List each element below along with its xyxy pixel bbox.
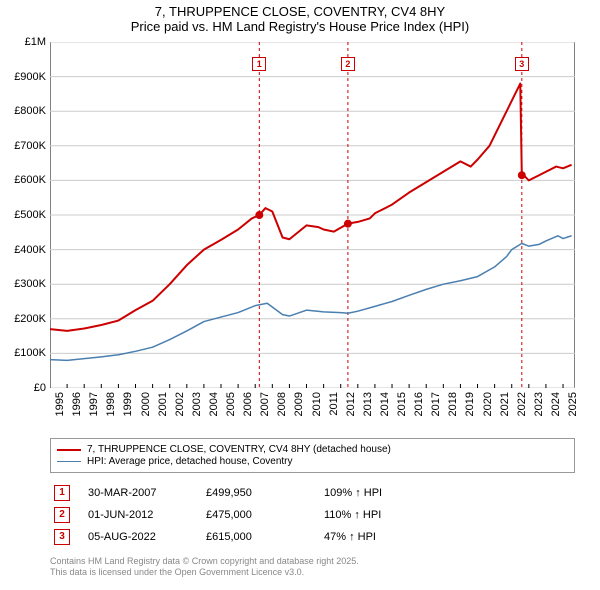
y-tick-label: £400K	[14, 244, 46, 256]
x-tick-label: 2015	[396, 392, 408, 416]
legend-item: 7, THRUPPENCE CLOSE, COVENTRY, CV4 8HY (…	[57, 444, 568, 455]
x-tick-label: 2011	[328, 392, 340, 416]
sale-row: 3 05-AUG-2022 £615,000 47% ↑ HPI	[50, 526, 575, 548]
x-tick-label: 2003	[191, 392, 203, 416]
sale-table: 1 30-MAR-2007 £499,950 109% ↑ HPI 2 01-JUN-20…	[50, 482, 575, 548]
x-tick-label: 2025	[567, 392, 579, 416]
x-tick-label: 1995	[54, 392, 66, 416]
sale-hpi: 110% ↑ HPI	[324, 509, 444, 521]
title-address: 7, THRUPPENCE CLOSE, COVENTRY, CV4 8HY	[0, 4, 600, 19]
x-tick-label: 2022	[516, 392, 528, 416]
sale-number-box: 3	[54, 529, 70, 545]
x-tick-label: 2018	[447, 392, 459, 416]
x-tick-label: 2009	[293, 392, 305, 416]
x-tick-label: 2019	[464, 392, 476, 416]
y-tick-label: £100K	[14, 347, 46, 359]
sale-price: £615,000	[206, 531, 306, 543]
x-tick-label: 2010	[311, 392, 323, 416]
x-tick-label: 2007	[259, 392, 271, 416]
y-tick-label: £700K	[14, 140, 46, 152]
y-tick-label: £300K	[14, 278, 46, 290]
sale-marker-box: 1	[252, 57, 266, 71]
chart-svg	[50, 42, 575, 388]
title-block: 7, THRUPPENCE CLOSE, COVENTRY, CV4 8HY P…	[0, 0, 600, 36]
x-tick-label: 2016	[413, 392, 425, 416]
x-tick-label: 2002	[174, 392, 186, 416]
sale-hpi: 47% ↑ HPI	[324, 531, 444, 543]
x-tick-label: 1998	[105, 392, 117, 416]
legend-item: HPI: Average price, detached house, Cove…	[57, 456, 568, 467]
x-tick-label: 2008	[276, 392, 288, 416]
sale-date: 01-JUN-2012	[88, 509, 188, 521]
sale-hpi: 109% ↑ HPI	[324, 487, 444, 499]
chart-container: 7, THRUPPENCE CLOSE, COVENTRY, CV4 8HY P…	[0, 0, 600, 590]
sale-date: 05-AUG-2022	[88, 531, 188, 543]
x-tick-label: 2017	[430, 392, 442, 416]
sale-number-box: 1	[54, 485, 70, 501]
attribution-line1: Contains HM Land Registry data © Crown c…	[50, 556, 575, 567]
legend-swatch	[57, 461, 81, 462]
sale-row: 2 01-JUN-2012 £475,000 110% ↑ HPI	[50, 504, 575, 526]
x-tick-label: 2004	[208, 392, 220, 416]
sale-row: 1 30-MAR-2007 £499,950 109% ↑ HPI	[50, 482, 575, 504]
x-tick-label: 2005	[225, 392, 237, 416]
y-tick-label: £500K	[14, 209, 46, 221]
x-tick-label: 1997	[88, 392, 100, 416]
x-tick-label: 2023	[533, 392, 545, 416]
sale-date: 30-MAR-2007	[88, 487, 188, 499]
sale-number-box: 2	[54, 507, 70, 523]
sale-price: £475,000	[206, 509, 306, 521]
y-tick-label: £600K	[14, 174, 46, 186]
y-tick-label: £800K	[14, 105, 46, 117]
x-tick-label: 2021	[499, 392, 511, 416]
x-tick-label: 2024	[550, 392, 562, 416]
sale-price: £499,950	[206, 487, 306, 499]
y-tick-label: £900K	[14, 71, 46, 83]
y-tick-label: £1M	[25, 36, 46, 48]
attribution-text: Contains HM Land Registry data © Crown c…	[50, 556, 575, 579]
legend-label: 7, THRUPPENCE CLOSE, COVENTRY, CV4 8HY (…	[87, 444, 391, 455]
chart-plot-area: £0£100K£200K£300K£400K£500K£600K£700K£80…	[50, 42, 575, 388]
sale-marker-box: 3	[515, 57, 529, 71]
x-tick-label: 2006	[242, 392, 254, 416]
legend-box: 7, THRUPPENCE CLOSE, COVENTRY, CV4 8HY (…	[50, 438, 575, 473]
x-tick-label: 2000	[140, 392, 152, 416]
x-tick-label: 2013	[362, 392, 374, 416]
x-tick-label: 2001	[157, 392, 169, 416]
x-tick-label: 1996	[71, 392, 83, 416]
x-tick-label: 1999	[122, 392, 134, 416]
y-tick-label: £0	[34, 382, 46, 394]
x-tick-label: 2014	[379, 392, 391, 416]
legend-label: HPI: Average price, detached house, Cove…	[87, 456, 293, 467]
title-subtitle: Price paid vs. HM Land Registry's House …	[0, 19, 600, 34]
sale-marker-box: 2	[341, 57, 355, 71]
x-tick-label: 2012	[345, 392, 357, 416]
legend-swatch	[57, 449, 81, 451]
attribution-line2: This data is licensed under the Open Gov…	[50, 567, 575, 578]
y-tick-label: £200K	[14, 313, 46, 325]
x-tick-label: 2020	[482, 392, 494, 416]
